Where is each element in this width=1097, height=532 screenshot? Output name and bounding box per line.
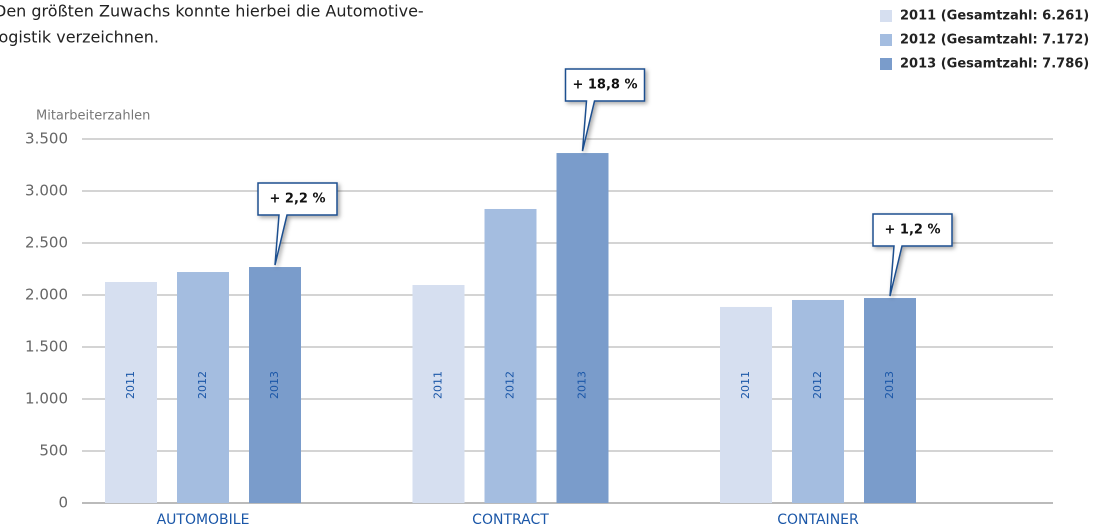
- bar: [105, 282, 157, 503]
- bar: [720, 306, 772, 503]
- y-tick-label: 2.000: [25, 286, 68, 304]
- y-axis-label: Mitarbeiterzahlen: [36, 109, 150, 124]
- x-tick-label: CONTRACT: [472, 512, 549, 528]
- bar-label: 2013: [883, 371, 896, 399]
- bar: [864, 298, 916, 503]
- bar: [792, 299, 844, 503]
- x-tick-label: AUTOMOBILE: [157, 512, 250, 528]
- y-tick-label: 1.500: [25, 338, 68, 356]
- bar: [177, 272, 229, 503]
- callout-label: + 18,8 %: [572, 78, 637, 93]
- callout-box: [872, 213, 953, 297]
- callout-label: + 1,2 %: [885, 223, 941, 238]
- bar-label: 2013: [576, 371, 589, 399]
- bar-label: 2012: [811, 371, 824, 399]
- legend-swatch: [880, 10, 892, 22]
- bar-label: 2011: [739, 371, 752, 399]
- intro-text: logistik verzeichnen.: [0, 28, 159, 47]
- bar: [249, 267, 301, 503]
- legend-label: 2011 (Gesamtzahl: 6.261): [900, 9, 1089, 24]
- bar-label: 2011: [432, 371, 445, 399]
- y-tick-label: 500: [39, 442, 68, 460]
- bar-label: 2012: [196, 371, 209, 399]
- legend-swatch: [880, 58, 892, 70]
- y-tick-label: 3.000: [25, 182, 68, 200]
- callout-box: [257, 182, 338, 266]
- y-tick-label: 1.000: [25, 390, 68, 408]
- callout-label: + 2,2 %: [270, 192, 326, 207]
- callout-box: [564, 68, 646, 152]
- bar: [484, 208, 537, 503]
- legend-label: 2013 (Gesamtzahl: 7.786): [900, 57, 1089, 72]
- y-tick-label: 3.500: [25, 130, 68, 148]
- bar-label: 2012: [504, 371, 517, 399]
- legend-label: 2012 (Gesamtzahl: 7.172): [900, 33, 1089, 48]
- intro-text: Den größten Zuwachs konnte hierbei die A…: [0, 2, 424, 21]
- bar: [412, 285, 465, 503]
- bar: [556, 153, 609, 504]
- legend-swatch: [880, 34, 892, 46]
- bar-label: 2011: [124, 371, 137, 399]
- y-tick-label: 2.500: [25, 234, 68, 252]
- bar-label: 2013: [268, 371, 281, 399]
- y-tick-label: 0: [58, 494, 68, 512]
- x-tick-label: CONTAINER: [777, 512, 859, 528]
